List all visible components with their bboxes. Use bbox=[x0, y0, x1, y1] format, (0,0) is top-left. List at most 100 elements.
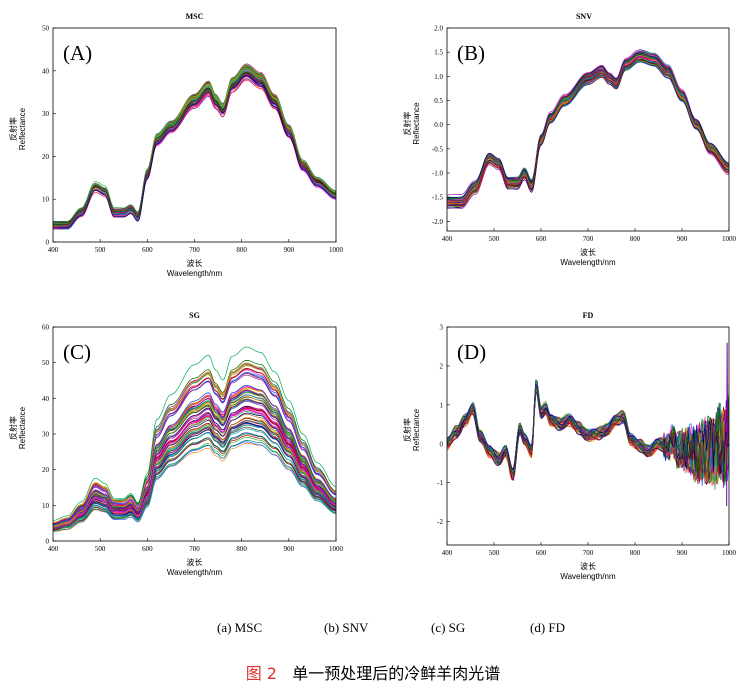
x-tick-label: 500 bbox=[95, 545, 106, 553]
y-axis-label: Reflectance bbox=[18, 406, 27, 449]
chart-title: SNV bbox=[576, 12, 592, 21]
y-tick-label: 20 bbox=[42, 153, 50, 161]
series-line bbox=[53, 68, 336, 227]
x-tick-label: 400 bbox=[48, 545, 59, 553]
panel-label: (D) bbox=[457, 340, 486, 364]
series-line bbox=[53, 400, 336, 528]
y-tick-label: 10 bbox=[42, 502, 50, 510]
series-line bbox=[53, 392, 336, 528]
series-line bbox=[447, 60, 729, 201]
series-line bbox=[53, 364, 336, 523]
series-line bbox=[53, 442, 336, 532]
series-line bbox=[447, 390, 729, 485]
y-tick-label: 0 bbox=[46, 538, 50, 546]
x-axis-label-cn: 波长 bbox=[187, 258, 203, 268]
y-axis-label: Reflectance bbox=[412, 408, 421, 451]
x-axis-label-cn: 波长 bbox=[187, 557, 203, 567]
subcaption-d: (d) FD bbox=[530, 620, 566, 635]
y-tick-label: -1.5 bbox=[432, 194, 444, 202]
y-tick-label: -2 bbox=[437, 518, 443, 526]
x-tick-label: 400 bbox=[442, 235, 453, 243]
chart-title: SG bbox=[189, 311, 200, 320]
x-tick-label: 900 bbox=[284, 246, 295, 254]
x-tick-label: 1000 bbox=[329, 545, 344, 553]
series-line bbox=[447, 385, 729, 480]
x-tick-label: 400 bbox=[442, 549, 453, 557]
series-line bbox=[53, 79, 336, 229]
x-tick-label: 600 bbox=[536, 549, 547, 557]
y-axis-label: Reflectance bbox=[412, 102, 421, 145]
series-line bbox=[53, 420, 336, 531]
panel-label: (C) bbox=[63, 340, 91, 364]
series-line bbox=[53, 385, 336, 526]
y-tick-label: 10 bbox=[42, 196, 50, 204]
y-tick-label: 1.0 bbox=[434, 73, 443, 81]
series-line bbox=[53, 412, 336, 530]
y-tick-label: 0 bbox=[46, 239, 50, 247]
series-line bbox=[447, 58, 729, 207]
y-tick-label: 30 bbox=[42, 431, 50, 439]
series-line bbox=[53, 435, 336, 531]
series-line bbox=[447, 56, 729, 207]
y-tick-label: 1.5 bbox=[434, 49, 443, 57]
y-tick-label: -0.5 bbox=[432, 145, 444, 153]
y-tick-label: 0 bbox=[440, 440, 444, 448]
series-line bbox=[53, 440, 336, 532]
x-tick-label: 1000 bbox=[722, 549, 737, 557]
series-line bbox=[53, 399, 336, 528]
y-tick-label: -2.0 bbox=[432, 218, 444, 226]
series-group bbox=[53, 63, 336, 230]
x-tick-label: 700 bbox=[583, 235, 594, 243]
chart-panel-d: 400 500 600 700 800 900 1000 -2 -1 0 1 2 3 FD (D) 波长Wav… bbox=[402, 311, 737, 581]
y-axis-label: Reflectance bbox=[18, 107, 27, 150]
series-line bbox=[53, 374, 336, 524]
chart-title: FD bbox=[583, 311, 594, 320]
series-group bbox=[447, 342, 729, 507]
x-tick-label: 900 bbox=[284, 545, 295, 553]
series-line bbox=[53, 420, 336, 530]
x-axis-label: Wavelength/nm bbox=[167, 568, 223, 577]
series-line bbox=[53, 369, 336, 524]
chart-panel-b: 400 500 600 700 800 900 1000 -2.0 -1.5 -1.0 -0.5 0.… bbox=[402, 12, 737, 267]
x-tick-label: 600 bbox=[142, 545, 153, 553]
series-line bbox=[53, 392, 336, 528]
x-tick-label: 600 bbox=[142, 246, 153, 254]
y-tick-label: 0.0 bbox=[434, 121, 443, 129]
plot-frame bbox=[446, 27, 730, 232]
series-line bbox=[53, 413, 336, 528]
x-tick-label: 800 bbox=[630, 235, 641, 243]
y-tick-label: 60 bbox=[42, 324, 50, 332]
series-line bbox=[53, 428, 336, 530]
x-axis-label: Wavelength/nm bbox=[167, 269, 223, 278]
series-line bbox=[447, 52, 729, 199]
x-axis-label-cn: 波长 bbox=[580, 247, 596, 257]
figure-caption: 图 2 单一预处理后的冷鲜羊肉光谱 bbox=[0, 660, 746, 684]
series-line bbox=[53, 67, 336, 228]
y-tick-label: 1 bbox=[440, 401, 444, 409]
panel-label: (B) bbox=[457, 41, 485, 65]
y-axis-label-cn: 反射率 bbox=[8, 416, 18, 440]
series-line bbox=[53, 73, 336, 224]
x-axis-label: Wavelength/nm bbox=[560, 572, 616, 581]
x-tick-label: 800 bbox=[236, 545, 247, 553]
chart-title: MSC bbox=[186, 12, 204, 21]
x-axis-label: Wavelength/nm bbox=[560, 258, 616, 267]
series-line bbox=[53, 437, 336, 532]
y-tick-label: 2 bbox=[440, 362, 444, 370]
x-tick-label: 500 bbox=[489, 235, 500, 243]
x-tick-label: 700 bbox=[189, 246, 200, 254]
series-line bbox=[53, 399, 336, 529]
x-tick-label: 400 bbox=[48, 246, 59, 254]
subcaption-b: (b) SNV bbox=[324, 620, 369, 635]
y-tick-label: 2.0 bbox=[434, 25, 443, 33]
panel-label: (A) bbox=[63, 41, 92, 65]
series-line bbox=[447, 383, 729, 475]
series-line bbox=[447, 54, 729, 200]
y-tick-label: -1.0 bbox=[432, 170, 444, 178]
x-tick-label: 900 bbox=[677, 549, 688, 557]
series-line bbox=[53, 75, 336, 228]
series-line bbox=[53, 66, 336, 225]
x-tick-label: 700 bbox=[583, 549, 594, 557]
series-line bbox=[447, 59, 729, 198]
